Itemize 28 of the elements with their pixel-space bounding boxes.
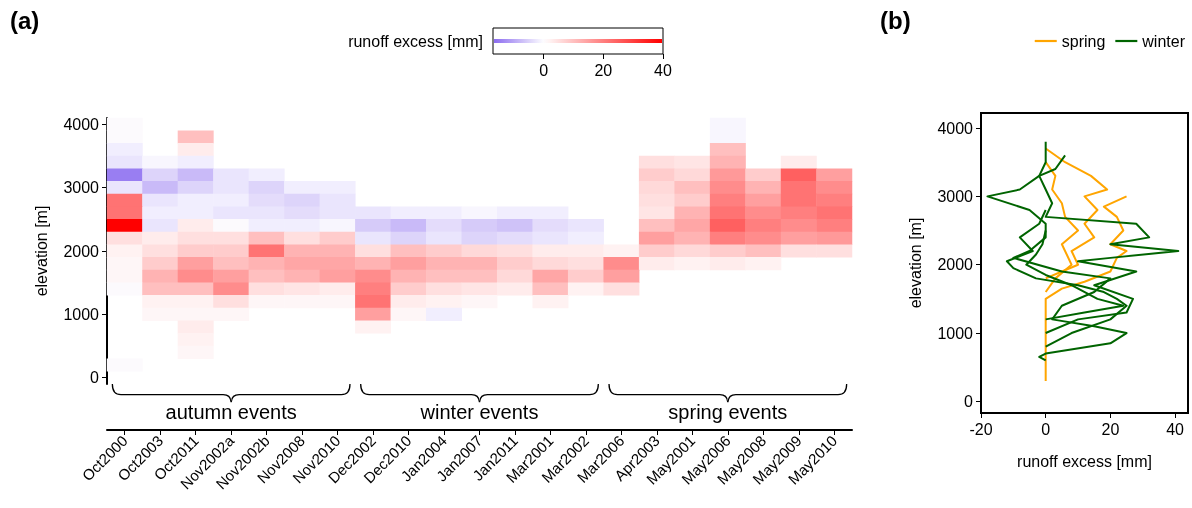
y-tick-label: 0 xyxy=(90,369,100,387)
x-tick-label: 40 xyxy=(1166,420,1185,438)
color-bar-title: runoff excess [mm] xyxy=(348,32,483,50)
x-tick-label: -20 xyxy=(969,420,993,438)
chart-title: (a) xyxy=(10,6,40,34)
y-axis-title: elevation [m] xyxy=(32,205,50,297)
legend-label: spring xyxy=(1061,32,1106,50)
y-tick-label: 4000 xyxy=(63,115,100,133)
y-tick-label: 4000 xyxy=(937,119,974,137)
y-tick-label: 3000 xyxy=(63,179,100,197)
color-bar-label: 0 xyxy=(539,61,549,79)
y-tick-label: 2000 xyxy=(937,256,974,274)
y-tick-label: 0 xyxy=(964,392,974,410)
color-bar-label: 40 xyxy=(654,61,672,79)
legend-label: winter xyxy=(1141,32,1186,50)
y-tick-label: 1000 xyxy=(63,305,100,323)
text: spring events xyxy=(668,401,788,423)
y-tick-label: 1000 xyxy=(937,324,974,342)
chart-title: (b) xyxy=(880,6,911,34)
y-tick-label: 2000 xyxy=(63,242,100,260)
x-axis-title: runoff excess [mm] xyxy=(1017,452,1152,470)
x-tick-label: 20 xyxy=(1101,420,1120,438)
y-axis-title: elevation [m] xyxy=(906,217,924,309)
y-tick-label: 3000 xyxy=(937,187,974,205)
text: winter events xyxy=(419,401,539,423)
x-tick-label: 0 xyxy=(1041,420,1051,438)
text: autumn events xyxy=(165,401,297,423)
color-bar-label: 20 xyxy=(594,61,613,79)
